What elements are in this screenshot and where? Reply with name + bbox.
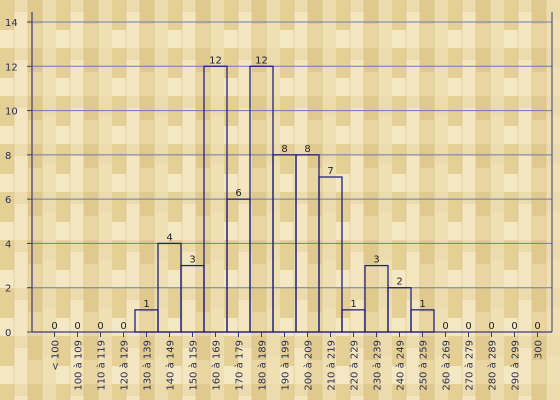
data-label: 4: [166, 232, 172, 243]
x-tick-label: 290 à 299: [510, 340, 522, 391]
data-label: 12: [209, 55, 222, 66]
x-tick-label: 280 à 289: [487, 340, 499, 391]
data-label: 6: [235, 188, 241, 199]
data-label: 8: [281, 144, 287, 155]
x-tick-label: 180 à 189: [257, 340, 269, 391]
data-label: 8: [304, 144, 310, 155]
x-tick-label: 300: [534, 340, 545, 359]
x-tick-label: 260 à 269: [441, 340, 453, 391]
data-label: 0: [534, 321, 540, 332]
x-tick-label: 130 à 139: [142, 340, 154, 391]
x-tick-label: 230 à 239: [372, 340, 384, 391]
x-tick-label: 250 à 259: [418, 340, 430, 391]
y-tick-label: 8: [5, 151, 11, 162]
x-tick-label: 120 à 129: [119, 340, 131, 391]
data-label: 1: [143, 299, 149, 310]
y-tick-label: 2: [5, 284, 11, 295]
data-label: 7: [327, 166, 333, 177]
y-tick-label: 6: [5, 195, 11, 206]
x-tick-label: 240 à 249: [395, 340, 407, 391]
x-tick-label: 220 à 229: [349, 340, 361, 391]
x-tick-label: 160 à 169: [211, 340, 223, 391]
histogram-bar: [410, 309, 435, 333]
x-tick-label: 140 à 149: [165, 340, 177, 391]
data-label: 1: [350, 299, 356, 310]
data-label: 2: [396, 277, 402, 288]
data-label: 0: [488, 321, 494, 332]
data-label: 0: [442, 321, 448, 332]
y-tick-label: 4: [5, 239, 11, 250]
data-label: 3: [189, 255, 195, 266]
x-tick-label: 200 à 209: [303, 340, 315, 391]
data-label: 0: [465, 321, 471, 332]
x-tick-label: 270 à 279: [464, 340, 476, 391]
x-tick-label: 190 à 199: [280, 340, 292, 391]
data-label: 12: [255, 55, 268, 66]
data-label: 0: [51, 321, 57, 332]
data-label: 0: [74, 321, 80, 332]
data-label: 0: [97, 321, 103, 332]
x-tick-label: 170 à 179: [234, 340, 246, 391]
x-tick-label: 100 à 109: [73, 340, 85, 391]
x-tick-label: 110 à 119: [96, 340, 108, 391]
data-label: 0: [120, 321, 126, 332]
data-label: 3: [373, 255, 379, 266]
data-label: 1: [419, 299, 425, 310]
x-tick-label: 210 à 219: [326, 340, 338, 391]
data-label: 0: [511, 321, 517, 332]
y-tick-label: 0: [5, 328, 11, 339]
x-tick-label: < 100: [51, 340, 62, 371]
histogram-bar: [318, 176, 343, 333]
x-tick-label: 150 à 159: [188, 340, 200, 391]
y-tick-label: 10: [5, 107, 18, 118]
y-tick-label: 12: [5, 62, 18, 73]
y-tick-label: 14: [5, 18, 18, 29]
